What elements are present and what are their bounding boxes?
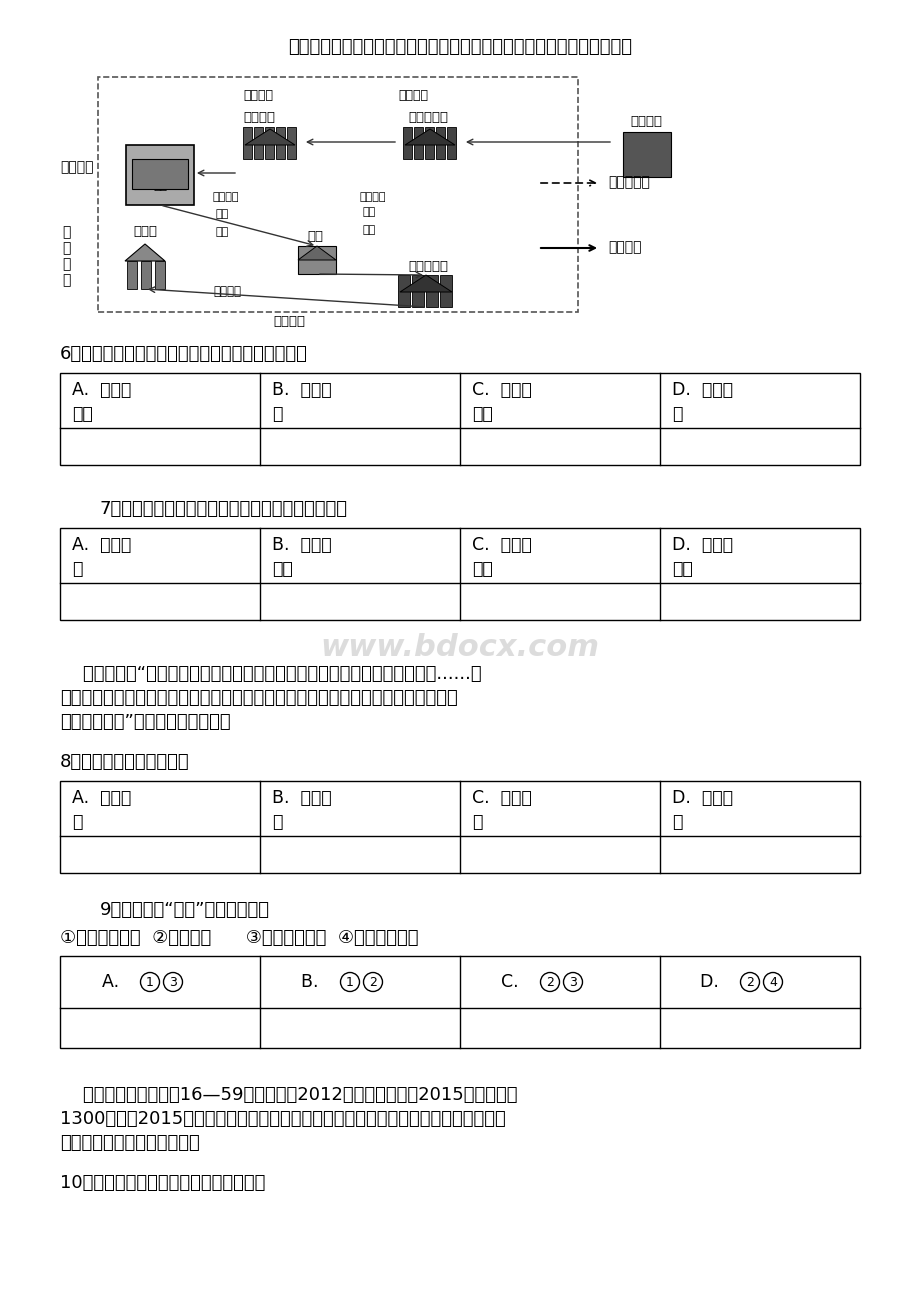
Text: C.  市场需
求大: C. 市场需 求大 [471,381,531,423]
Text: 史料记载：“左公宗棠就职后，令民旱地铺沙，改良土地，成为特有之沙田......耕: 史料记载：“左公宗棠就职后，令民旱地铺沙，改良土地，成为特有之沙田......耕 [60,665,482,684]
Text: A.  信息网
络: A. 信息网 络 [72,536,131,578]
Bar [436,128,445,159]
Text: 下单: 下单 [216,227,229,237]
Text: 运到: 运到 [363,207,376,217]
Text: 考: 考 [62,225,70,240]
Text: ，实为宜桑。”据此回答下列问题。: ，实为宜桑。”据此回答下列问题。 [60,713,231,730]
Bar [276,128,285,159]
Text: A.  劳动力
廉价: A. 劳动力 廉价 [72,381,131,423]
Text: B.  陕甘总
督: B. 陕甘总 督 [272,789,331,831]
Bar [265,128,274,159]
Text: A.  两江总
督: A. 两江总 督 [72,789,131,831]
Text: 4: 4 [768,975,776,988]
Text: 3: 3 [169,975,176,988]
Text: 的现象。据此回答下列问题。: 的现象。据此回答下列问题。 [60,1134,199,1152]
Text: 后台作业: 后台作业 [213,191,239,202]
Text: 体验馆: 体验馆 [133,225,157,238]
Text: 6、该企业把家具加工选择在越南，主要是因为越南: 6、该企业把家具加工选择在越南，主要是因为越南 [60,345,308,363]
Bar [98,77,577,312]
Bar [447,128,456,159]
Polygon shape [125,243,165,260]
Bar [439,275,451,307]
Text: 下图示意我国某家具企业设计、生产和销售等过程。读图回答下列问题。: 下图示意我国某家具企业设计、生产和销售等过程。读图回答下列问题。 [288,38,631,56]
Bar [425,275,437,307]
Text: 网上: 网上 [153,163,167,176]
Bar [412,275,424,307]
Bar [60,956,859,1048]
Bar [126,145,194,204]
Text: D.: D. [699,973,729,991]
Bar [141,260,151,289]
Text: 企业总部: 企业总部 [243,111,275,124]
Bar [398,275,410,307]
Text: B.  环境舒
适度: B. 环境舒 适度 [272,536,331,578]
Text: 消费者行为: 消费者行为 [607,174,649,189]
Text: 2: 2 [546,975,553,988]
Text: 9、左公令民“铺沙”的主要目的是: 9、左公令民“铺沙”的主要目的是 [100,901,269,919]
Text: A.: A. [102,973,130,991]
Text: 商城: 商城 [153,178,167,191]
Text: 物: 物 [62,273,70,286]
Bar [254,128,263,159]
Text: 1300万人。2015年，随着越来越多外出务工者的回流，我国首次出现了流动人口减少: 1300万人。2015年，随着越来越多外出务工者的回流，我国首次出现了流动人口减… [60,1111,505,1128]
Bar [243,128,252,159]
Text: D.  生产地
距离: D. 生产地 距离 [671,536,732,578]
Text: 消费者住址: 消费者住址 [407,260,448,273]
Bar [425,128,434,159]
Text: D.  原料充
足: D. 原料充 足 [671,381,732,423]
Text: 实: 实 [62,256,70,271]
Text: B.: B. [301,973,330,991]
Bar [287,128,296,159]
Text: C.: C. [501,973,529,991]
Text: 察: 察 [62,241,70,255]
Text: 越南家具厂: 越南家具厂 [407,111,448,124]
Text: 1: 1 [346,975,354,988]
Text: 中国: 中国 [363,225,376,234]
Text: 3: 3 [569,975,576,988]
Polygon shape [400,275,451,292]
Text: 商品选择: 商品选择 [60,160,94,174]
Text: 商品设计: 商品设计 [398,89,427,102]
Text: 垦日广，民食渐充，白面一斤値钱十文，近更广植浙桑，此地之桑较浙江产叶大汁厚: 垦日广，民食渐充，白面一斤値钱十文，近更广植浙桑，此地之桑较浙江产叶大汁厚 [60,689,458,707]
Text: 10、造成我国流动人口减少的主要原因是: 10、造成我国流动人口减少的主要原因是 [60,1174,265,1193]
Bar [60,529,859,620]
Text: 企业行为: 企业行为 [607,240,641,254]
Bar [154,260,165,289]
Text: 1: 1 [146,975,153,988]
Text: www.bdocx.com: www.bdocx.com [320,633,599,661]
Polygon shape [298,246,335,260]
Text: ①保持土壤湿润  ②提高地温      ③促进根系发育  ④恢复土壤肆力: ①保持土壤湿润 ②提高地温 ③促进根系发育 ④恢复土壤肆力 [60,930,418,947]
Text: 商品评价: 商品评价 [359,191,386,202]
Text: C.  交通通
达度: C. 交通通 达度 [471,536,531,578]
Text: D.  湖北巡
抚: D. 湖北巡 抚 [671,789,732,831]
Text: 我国劳动年龄人口（16—59岁）数量从2012年开始下降，至2015年累计减少: 我国劳动年龄人口（16—59岁）数量从2012年开始下降，至2015年累计减少 [60,1086,517,1104]
Text: 网上: 网上 [216,210,229,219]
Text: B.  交通便
利: B. 交通便 利 [272,381,331,423]
Polygon shape [244,129,295,145]
Text: 2: 2 [369,975,377,988]
Polygon shape [404,129,455,145]
Text: 2: 2 [745,975,753,988]
Text: 调拨运输: 调拨运输 [213,285,241,298]
Text: 8、左公时任官职最可能是: 8、左公时任官职最可能是 [60,753,189,771]
Bar [60,781,859,874]
Bar [60,372,859,465]
Bar [298,246,335,273]
Text: 送货安装: 送货安装 [273,315,305,328]
Bar [622,132,670,177]
Text: 商品发布: 商品发布 [243,89,273,102]
Text: C.  福建巡
抚: C. 福建巡 抚 [471,789,531,831]
Bar [127,260,137,289]
Text: 仓库: 仓库 [307,230,323,243]
Text: 7、该企业在城市布局体验馆时考虑的最主要因素是: 7、该企业在城市布局体验馆时考虑的最主要因素是 [100,500,347,518]
Bar [131,159,187,189]
Bar [414,128,423,159]
Bar [403,128,412,159]
Text: 芬兰木材: 芬兰木材 [630,115,662,128]
